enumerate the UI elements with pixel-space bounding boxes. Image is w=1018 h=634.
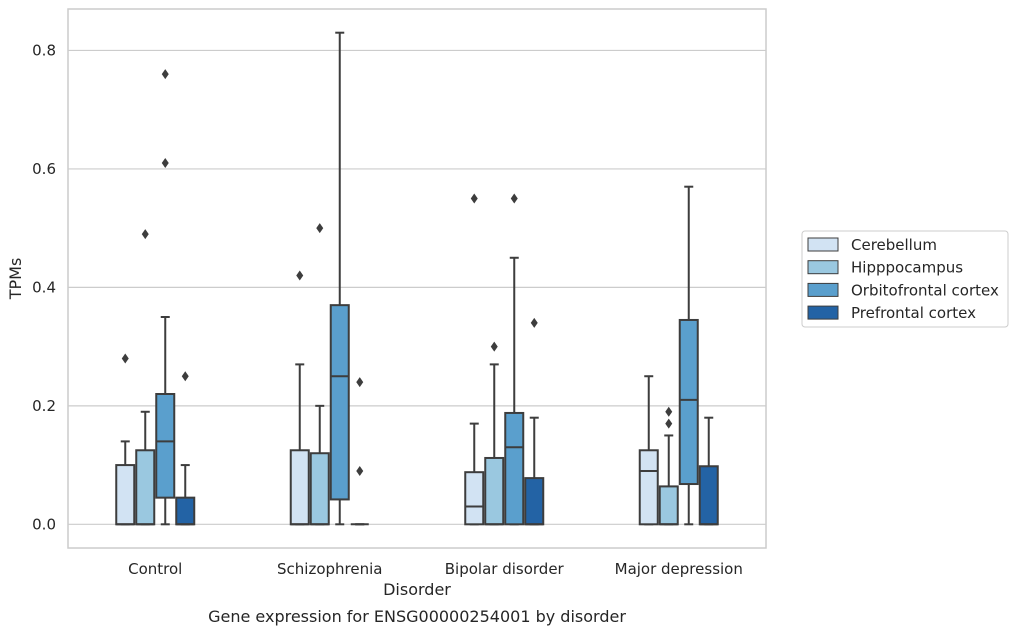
legend-label: Prefrontal cortex bbox=[851, 304, 976, 322]
box bbox=[135, 449, 156, 526]
box bbox=[484, 456, 505, 526]
x-tick-label: Schizophrenia bbox=[277, 560, 382, 578]
y-tick-label: 0.2 bbox=[32, 397, 56, 415]
box bbox=[155, 393, 176, 499]
outlier-point bbox=[490, 341, 498, 352]
box bbox=[329, 304, 350, 501]
box-series bbox=[115, 31, 719, 526]
box bbox=[504, 411, 525, 526]
outlier-point bbox=[161, 69, 169, 80]
outlier-point bbox=[121, 353, 129, 364]
y-tick-label: 0.8 bbox=[32, 41, 56, 59]
outlier-point bbox=[470, 193, 478, 204]
legend-label: Hipppocampus bbox=[851, 259, 963, 277]
legend-box bbox=[801, 230, 1009, 328]
x-tick-labels: Control Schizophrenia Bipolar disorder Majo… bbox=[128, 560, 743, 578]
x-axis-label: Disorder bbox=[383, 580, 451, 599]
series-prefrontal-cortex bbox=[175, 317, 719, 526]
outlier-point bbox=[181, 371, 189, 382]
chart-caption: Gene expression for ENSG00000254001 by d… bbox=[208, 607, 626, 626]
outlier-point bbox=[296, 270, 304, 281]
box bbox=[115, 464, 136, 526]
legend-swatch bbox=[807, 237, 839, 252]
box bbox=[678, 318, 699, 486]
legend: Cerebellum Hipppocampus Orbitofrontal cort… bbox=[801, 230, 1009, 328]
plot-frame bbox=[67, 8, 767, 549]
box bbox=[698, 465, 719, 526]
legend-swatch bbox=[807, 282, 839, 297]
y-tick-label: 0.4 bbox=[32, 278, 56, 296]
box bbox=[658, 485, 679, 526]
y-axis-label: TPMs bbox=[6, 258, 25, 301]
outlier-point bbox=[141, 229, 149, 240]
series-orbitofrontal-cortex bbox=[155, 31, 699, 526]
x-tick-label: Major depression bbox=[615, 560, 743, 578]
y-tick-label: 0.6 bbox=[32, 160, 56, 178]
box bbox=[638, 449, 659, 526]
box bbox=[289, 449, 310, 526]
series-hipppocampus bbox=[135, 223, 679, 526]
box bbox=[309, 452, 330, 526]
x-tick-label: Control bbox=[128, 560, 182, 578]
legend-swatch bbox=[807, 305, 839, 320]
box bbox=[524, 477, 545, 526]
outlier-point bbox=[530, 317, 538, 328]
outlier-point bbox=[665, 418, 673, 429]
legend-swatch bbox=[807, 260, 839, 275]
legend-label: Orbitofrontal cortex bbox=[851, 281, 999, 299]
outlier-point bbox=[356, 377, 364, 388]
series-cerebellum bbox=[115, 193, 659, 526]
outlier-point bbox=[356, 466, 364, 476]
y-tick-labels: 0.0 0.2 0.4 0.6 0.8 bbox=[32, 41, 56, 533]
y-tick-label: 0.0 bbox=[32, 515, 56, 533]
box bbox=[464, 471, 485, 526]
outlier-point bbox=[510, 193, 518, 204]
legend-label: Cerebellum bbox=[851, 236, 937, 254]
outlier-point bbox=[665, 406, 673, 417]
x-tick-label: Bipolar disorder bbox=[445, 560, 565, 578]
box bbox=[175, 496, 196, 526]
outlier-point bbox=[316, 223, 324, 234]
outlier-point bbox=[161, 158, 169, 168]
